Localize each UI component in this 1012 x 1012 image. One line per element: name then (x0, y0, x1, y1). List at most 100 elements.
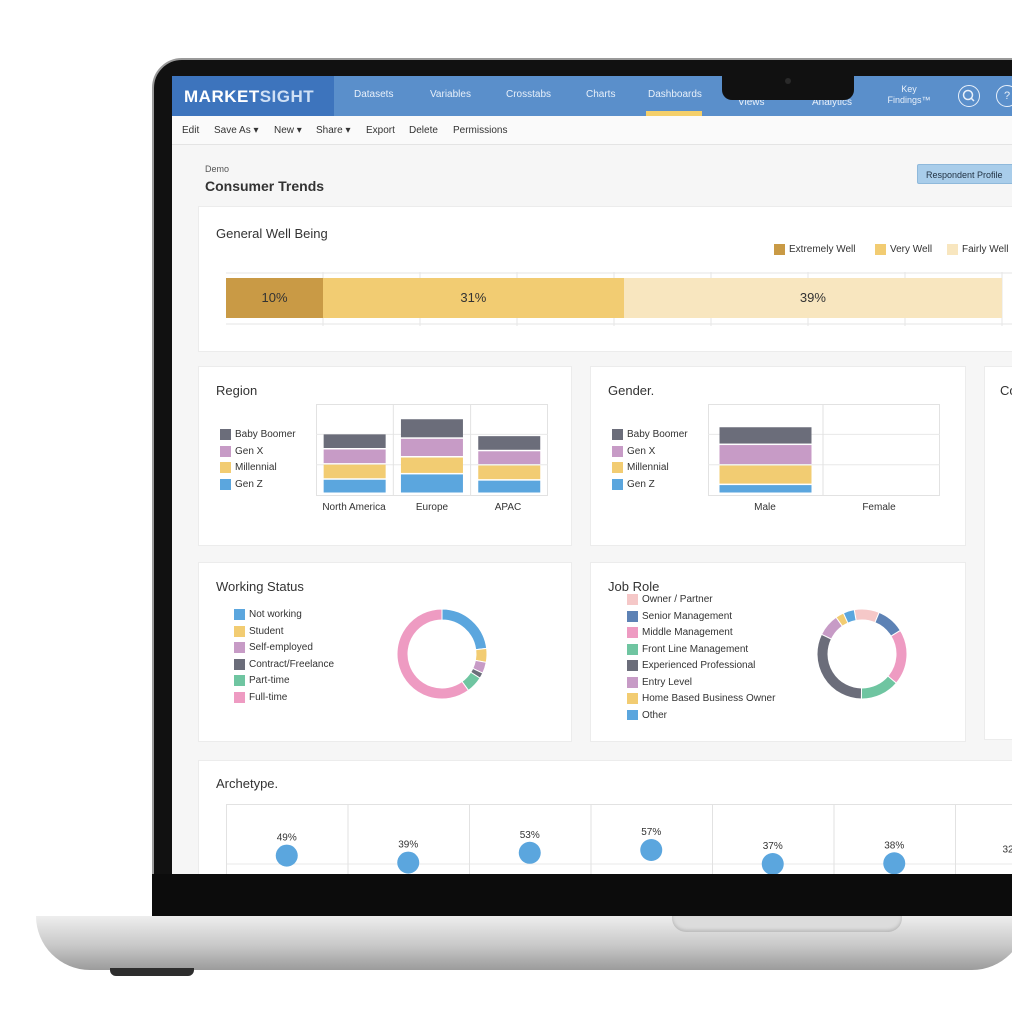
legend-label: Baby Boomer (235, 429, 296, 440)
jobrole-legend-item: Entry Level (627, 676, 692, 688)
nav-dashboards[interactable]: Dashboards (648, 89, 702, 100)
nav-variables[interactable]: Variables (430, 89, 471, 100)
toolbar-permissions[interactable]: Permissions (453, 125, 508, 136)
legend-swatch (627, 627, 638, 638)
wellbeing-segment[interactable]: 10% (226, 278, 323, 318)
legend-label: Self-employed (249, 642, 313, 653)
region-chart (316, 404, 548, 496)
toolbar-save-as[interactable]: Save As ▾ (214, 125, 259, 136)
toolbar-edit[interactable]: Edit (182, 125, 200, 136)
legend-swatch (612, 478, 623, 490)
legend-swatch (627, 676, 638, 688)
working-legend-item: Not working (234, 609, 302, 620)
wellbeing-legend-very: Very Well (875, 244, 932, 255)
wellbeing-segment[interactable]: 31% (323, 278, 624, 318)
archetype-point (397, 851, 420, 874)
legend-swatch (947, 244, 958, 255)
nav-charts[interactable]: Charts (586, 89, 616, 100)
legend-swatch (234, 691, 245, 703)
bar-gen-z (719, 485, 812, 493)
toolbar-delete[interactable]: Delete (409, 125, 438, 136)
gender-legend-item: Millennial (612, 462, 669, 473)
working-panel (198, 562, 572, 742)
gender-chart (708, 404, 940, 496)
legend-label: Gen X (235, 445, 264, 457)
top-nav: MARKETSIGHT Datasets Variables Crosstabs… (172, 76, 1012, 116)
legend-label: Gen Z (627, 478, 655, 490)
donut-slice-front-line-management (860, 675, 897, 700)
archetype-point (275, 844, 298, 867)
nav-key-findings[interactable]: Key Findings™ (880, 84, 938, 106)
wellbeing-legend-fairly: Fairly Well (947, 244, 1008, 255)
bar-gen-x (719, 445, 812, 465)
brand-text: MARKETSIGHT (184, 87, 314, 107)
legend-label: Gen X (627, 445, 656, 457)
legend-label: Full-time (249, 691, 288, 703)
bar-baby-boomer (478, 436, 541, 450)
jobrole-donut (816, 608, 908, 700)
legend-swatch (220, 462, 231, 473)
nav-views[interactable]: Views (738, 97, 765, 108)
legend-swatch (627, 594, 638, 605)
legend-label: Millennial (235, 462, 277, 473)
toolbar-export[interactable]: Export (366, 125, 395, 136)
nav-datasets[interactable]: Datasets (354, 89, 394, 100)
key-findings-line2: Findings™ (887, 95, 931, 105)
nav-analytics[interactable]: Analytics (812, 97, 853, 108)
archetype-panel (198, 760, 1012, 874)
gender-legend-item: Gen Z (612, 478, 655, 490)
region-legend-item: Baby Boomer (220, 429, 296, 440)
wellbeing-segment-label: 39% (799, 290, 826, 305)
camera-notch (722, 76, 854, 100)
region-legend-item: Gen X (220, 445, 264, 457)
cut-panel-title: Co (1000, 383, 1012, 398)
jobrole-legend-item: Other (627, 709, 667, 720)
legend-label: Senior Management (642, 610, 733, 622)
legend-label: Not working (249, 609, 302, 620)
region-xlabel-apac: APAC (494, 502, 522, 513)
legend-swatch (627, 709, 638, 720)
respondent-profile-button[interactable]: Respondent Profile (917, 164, 1012, 184)
archetype-label: 39% (398, 840, 418, 851)
legend-label: Middle Management (642, 627, 733, 638)
legend-label: Contract/Freelance (249, 658, 335, 670)
legend-swatch (234, 625, 245, 637)
jobrole-legend-item: Middle Management (627, 627, 733, 638)
jobrole-legend-item: Senior Management (627, 610, 733, 622)
breadcrumb[interactable]: Demo (205, 164, 230, 174)
screen: MARKETSIGHT Datasets Variables Crosstabs… (172, 76, 1012, 874)
region-legend-item: Millennial (220, 462, 277, 473)
help-icon[interactable]: ? (996, 85, 1012, 107)
legend-label: Very Well (890, 244, 933, 255)
toolbar-new[interactable]: New ▾ (274, 125, 302, 136)
laptop-opening-notch (672, 916, 902, 932)
wellbeing-title: General Well Being (216, 226, 328, 241)
brand-logo[interactable]: MARKETSIGHT (172, 76, 334, 116)
archetype-label: 57% (641, 827, 661, 838)
nav-crosstabs[interactable]: Crosstabs (506, 89, 552, 100)
legend-label: Experienced Professional (642, 660, 756, 671)
gender-title: Gender. (608, 383, 655, 398)
region-xlabel-north-america: North America (322, 502, 386, 513)
jobrole-legend-item: Front Line Management (627, 643, 748, 655)
bar-baby-boomer (400, 419, 463, 438)
working-title: Working Status (216, 579, 304, 594)
legend-label: Millennial (627, 462, 669, 473)
laptop-foot (110, 968, 194, 976)
wellbeing-segment[interactable]: 39% (623, 278, 1003, 318)
toolbar-share[interactable]: Share ▾ (316, 125, 351, 136)
legend-swatch (220, 445, 231, 457)
bar-gen-z (323, 479, 386, 493)
jobrole-legend: Owner / Partner Senior Management Middle M… (627, 594, 827, 720)
brand-part1: MARKET (184, 87, 260, 106)
gender-xlabel-female: Female (862, 502, 896, 513)
search-icon[interactable] (958, 85, 980, 107)
jobrole-legend-item: Owner / Partner (627, 594, 713, 605)
legend-swatch (612, 462, 623, 473)
archetype-point (761, 853, 784, 874)
legend-label: Home Based Business Owner (642, 693, 776, 704)
archetype-label: 37% (763, 841, 783, 852)
gender-legend-item: Gen X (612, 445, 656, 457)
gender-xlabel-male: Male (754, 502, 776, 513)
archetype-label: 49% (277, 833, 297, 844)
